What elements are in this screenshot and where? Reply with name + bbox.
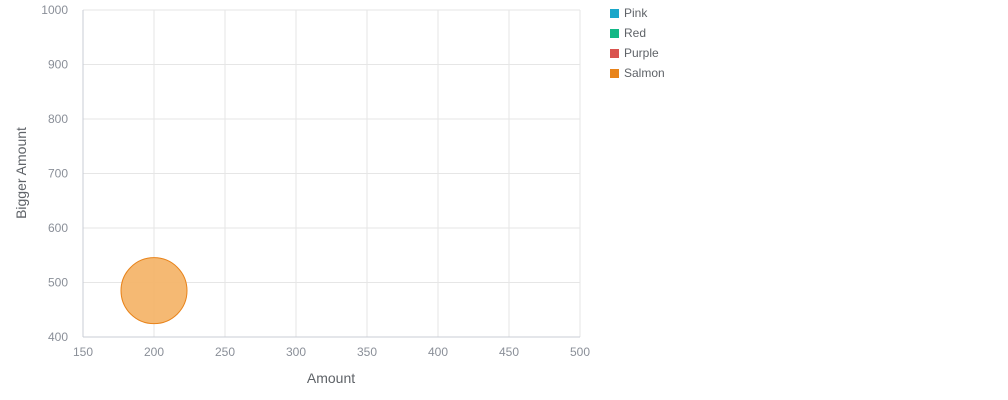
y-axis-title: Bigger Amount <box>13 127 29 219</box>
legend: Pink Red Purple Salmon <box>610 3 665 83</box>
legend-item-salmon[interactable]: Salmon <box>610 63 665 83</box>
x-tick-label: 200 <box>144 345 164 359</box>
y-tick-label: 400 <box>48 330 68 344</box>
legend-item-red[interactable]: Red <box>610 23 665 43</box>
legend-swatch <box>610 48 619 58</box>
data-marks <box>120 257 188 325</box>
x-tick-label: 150 <box>73 345 93 359</box>
bubble-salmon[interactable] <box>120 257 188 325</box>
x-tick-label: 300 <box>286 345 306 359</box>
x-tick-label: 250 <box>215 345 235 359</box>
y-tick-label: 500 <box>48 276 68 290</box>
legend-item-pink[interactable]: Pink <box>610 3 665 23</box>
x-tick-label: 450 <box>499 345 519 359</box>
x-tick-label: 350 <box>357 345 377 359</box>
tick-labels: 150 200 250 300 350 400 450 500 400 500 600 700 800 9… <box>41 3 590 359</box>
x-tick-label: 500 <box>570 345 590 359</box>
grid-lines <box>82 9 581 338</box>
legend-swatch <box>610 8 619 18</box>
y-tick-label: 600 <box>48 221 68 235</box>
legend-item-purple[interactable]: Purple <box>610 43 665 63</box>
y-tick-label: 700 <box>48 167 68 181</box>
y-tick-label: 1000 <box>41 3 68 17</box>
legend-label: Salmon <box>624 66 665 80</box>
axes <box>82 10 580 338</box>
legend-swatch <box>610 68 619 78</box>
y-tick-label: 900 <box>48 58 68 72</box>
x-axis-title: Amount <box>307 370 355 386</box>
x-tick-label: 400 <box>428 345 448 359</box>
legend-swatch <box>610 28 619 38</box>
legend-label: Red <box>624 26 647 40</box>
legend-label: Purple <box>624 46 659 60</box>
y-tick-label: 800 <box>48 112 68 126</box>
legend-label: Pink <box>624 6 648 20</box>
